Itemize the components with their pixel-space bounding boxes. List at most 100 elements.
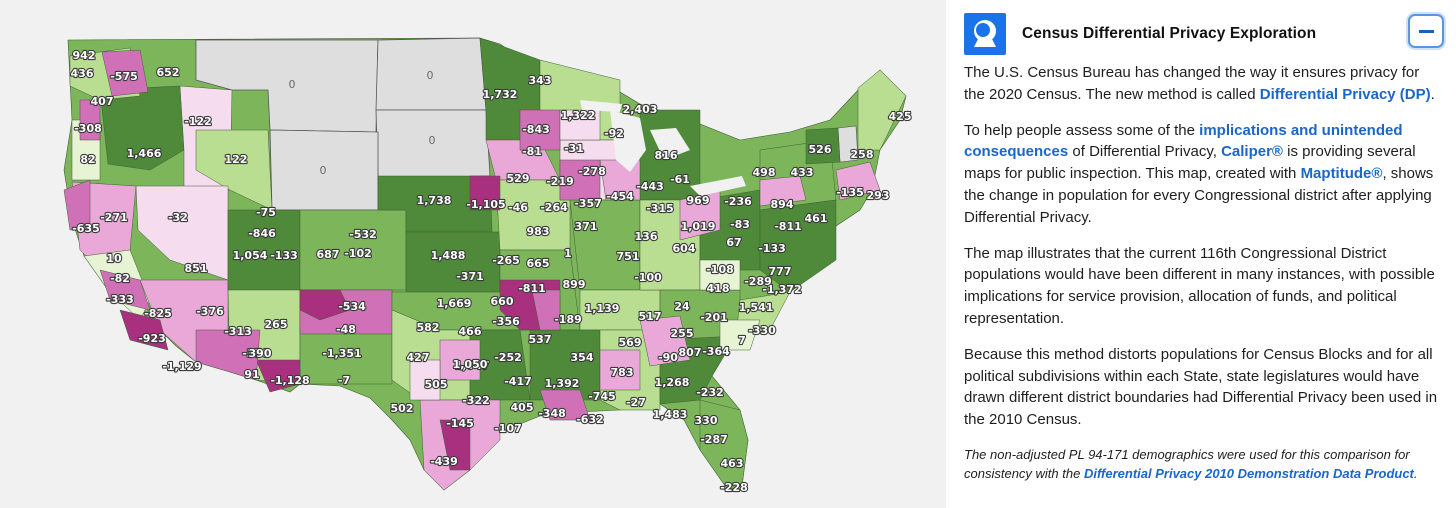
district-label: 258 <box>851 148 874 161</box>
district-label: -846 <box>248 227 276 240</box>
district-label: -364 <box>702 345 730 358</box>
district-label: 2,403 <box>623 103 658 116</box>
water <box>580 100 746 196</box>
district-label: 816 <box>655 149 678 162</box>
district-label: -48 <box>336 323 356 336</box>
district-label: 1,054 <box>233 249 268 262</box>
district-label: 354 <box>571 351 594 364</box>
district-label: 10 <box>106 252 122 265</box>
district-label: 777 <box>769 265 792 278</box>
district-label: 537 <box>529 333 552 346</box>
demonstration-data-link[interactable]: Differential Privacy 2010 Demonstration … <box>1083 465 1414 481</box>
district-label: 751 <box>617 250 640 263</box>
district-label: 1,483 <box>653 408 688 421</box>
minus-icon <box>1419 30 1434 33</box>
district-label: -357 <box>574 197 602 210</box>
district-label: -100 <box>634 271 662 284</box>
district-label: -308 <box>74 122 102 135</box>
district-label: -7 <box>338 374 350 387</box>
district-label: 67 <box>726 236 741 249</box>
district-label: -75 <box>256 206 276 219</box>
panel-body: The U.S. Census Bureau has changed the w… <box>964 62 1442 497</box>
district-label: 983 <box>527 225 550 238</box>
district-label: -1,105 <box>466 198 505 211</box>
collapse-button[interactable] <box>1408 14 1444 48</box>
district-label: 1,050 <box>453 358 488 371</box>
district-label: 942 <box>73 49 96 62</box>
district-label: 371 <box>575 220 598 233</box>
district-label: 505 <box>425 378 448 391</box>
caliper-link[interactable]: Caliper® <box>1221 143 1283 161</box>
district-label: 0 <box>289 78 296 91</box>
district-label: 293 <box>867 189 890 202</box>
district-label: 1,019 <box>681 220 716 233</box>
district-label: -575 <box>110 70 138 83</box>
district-label: -81 <box>522 145 542 158</box>
district-label: -313 <box>224 325 252 338</box>
district-patches <box>63 37 907 491</box>
district-label: 687 <box>317 248 340 261</box>
district-label: 894 <box>771 198 794 211</box>
district-label: -1,129 <box>162 360 201 373</box>
district-label: 265 <box>265 318 288 331</box>
district-label: 0 <box>429 134 436 147</box>
district-label: 1,669 <box>437 297 472 310</box>
district-label: 1,488 <box>431 249 466 262</box>
district-label: 502 <box>391 402 414 415</box>
maptitude-link[interactable]: Maptitude® <box>1300 165 1383 183</box>
district-label: -811 <box>774 220 802 233</box>
district-label: -92 <box>604 127 624 140</box>
district-label: -454 <box>606 190 634 203</box>
district-label: -376 <box>196 305 224 318</box>
district-label: 1,139 <box>585 302 620 315</box>
district-label: -378 <box>242 347 270 360</box>
district-label: 461 <box>805 212 828 225</box>
district-label: 582 <box>417 321 440 334</box>
district-label: -1,128 <box>270 374 309 387</box>
district-label: -322 <box>462 394 490 407</box>
district-label: -102 <box>344 247 372 260</box>
panel-title: Census Differential Privacy Exploration <box>1022 25 1317 42</box>
district-label: 652 <box>157 66 180 79</box>
note-text: The non-adjusted PL 94-171 demographics … <box>964 446 1410 481</box>
district-label: -356 <box>492 315 520 328</box>
district-label: 1,392 <box>545 377 580 390</box>
district-label: 783 <box>611 366 634 379</box>
us-congressional-map[interactable]: 942 -575 652 436 407 -308 82 1,466 -122 … <box>0 0 946 508</box>
district-label: 1,268 <box>655 376 690 389</box>
district-label: 899 <box>563 278 586 291</box>
district-label: -228 <box>720 481 748 494</box>
district-label: 1,732 <box>483 88 518 101</box>
district-label: 529 <box>507 172 530 185</box>
district-label: 136 <box>635 230 658 243</box>
caliper-text-2: of Differential Privacy, <box>1068 143 1222 161</box>
district-label: -31 <box>564 142 584 155</box>
implications-link[interactable]: implications and unintended consequences <box>964 121 1403 161</box>
district-label: -271 <box>100 211 128 224</box>
district-label: -236 <box>724 195 752 208</box>
district-label: 436 <box>71 67 94 80</box>
district-label: 660 <box>491 295 514 308</box>
district-label: -923 <box>138 332 166 345</box>
district-label: -201 <box>700 311 728 324</box>
dp-link[interactable]: Differential Privacy (DP) <box>1259 85 1431 103</box>
district-label: 969 <box>687 194 710 207</box>
paragraph-note: The non-adjusted PL 94-171 demographics … <box>964 445 1442 483</box>
district-label: 665 <box>527 257 550 270</box>
district-label: 1,541 <box>739 301 774 314</box>
district-label: -371 <box>456 270 484 283</box>
district-label: 0 <box>427 69 434 82</box>
panel-header: Census Differential Privacy Exploration <box>964 12 1444 56</box>
district-label: -32 <box>168 211 188 224</box>
district-label: -252 <box>494 351 522 364</box>
district-label: -27 <box>626 396 646 409</box>
district-label: -811 <box>518 282 546 295</box>
district-label: 0 <box>320 164 327 177</box>
district-label: -133 <box>270 249 298 262</box>
district-label: 1 <box>564 247 572 260</box>
district-label: -278 <box>578 165 606 178</box>
district-label: 330 <box>695 414 718 427</box>
district-label: -232 <box>696 386 724 399</box>
district-labels: 942 -575 652 436 407 -308 82 1,466 -122 … <box>69 48 912 495</box>
district-map[interactable]: 942 -575 652 436 407 -308 82 1,466 -122 … <box>0 0 946 508</box>
